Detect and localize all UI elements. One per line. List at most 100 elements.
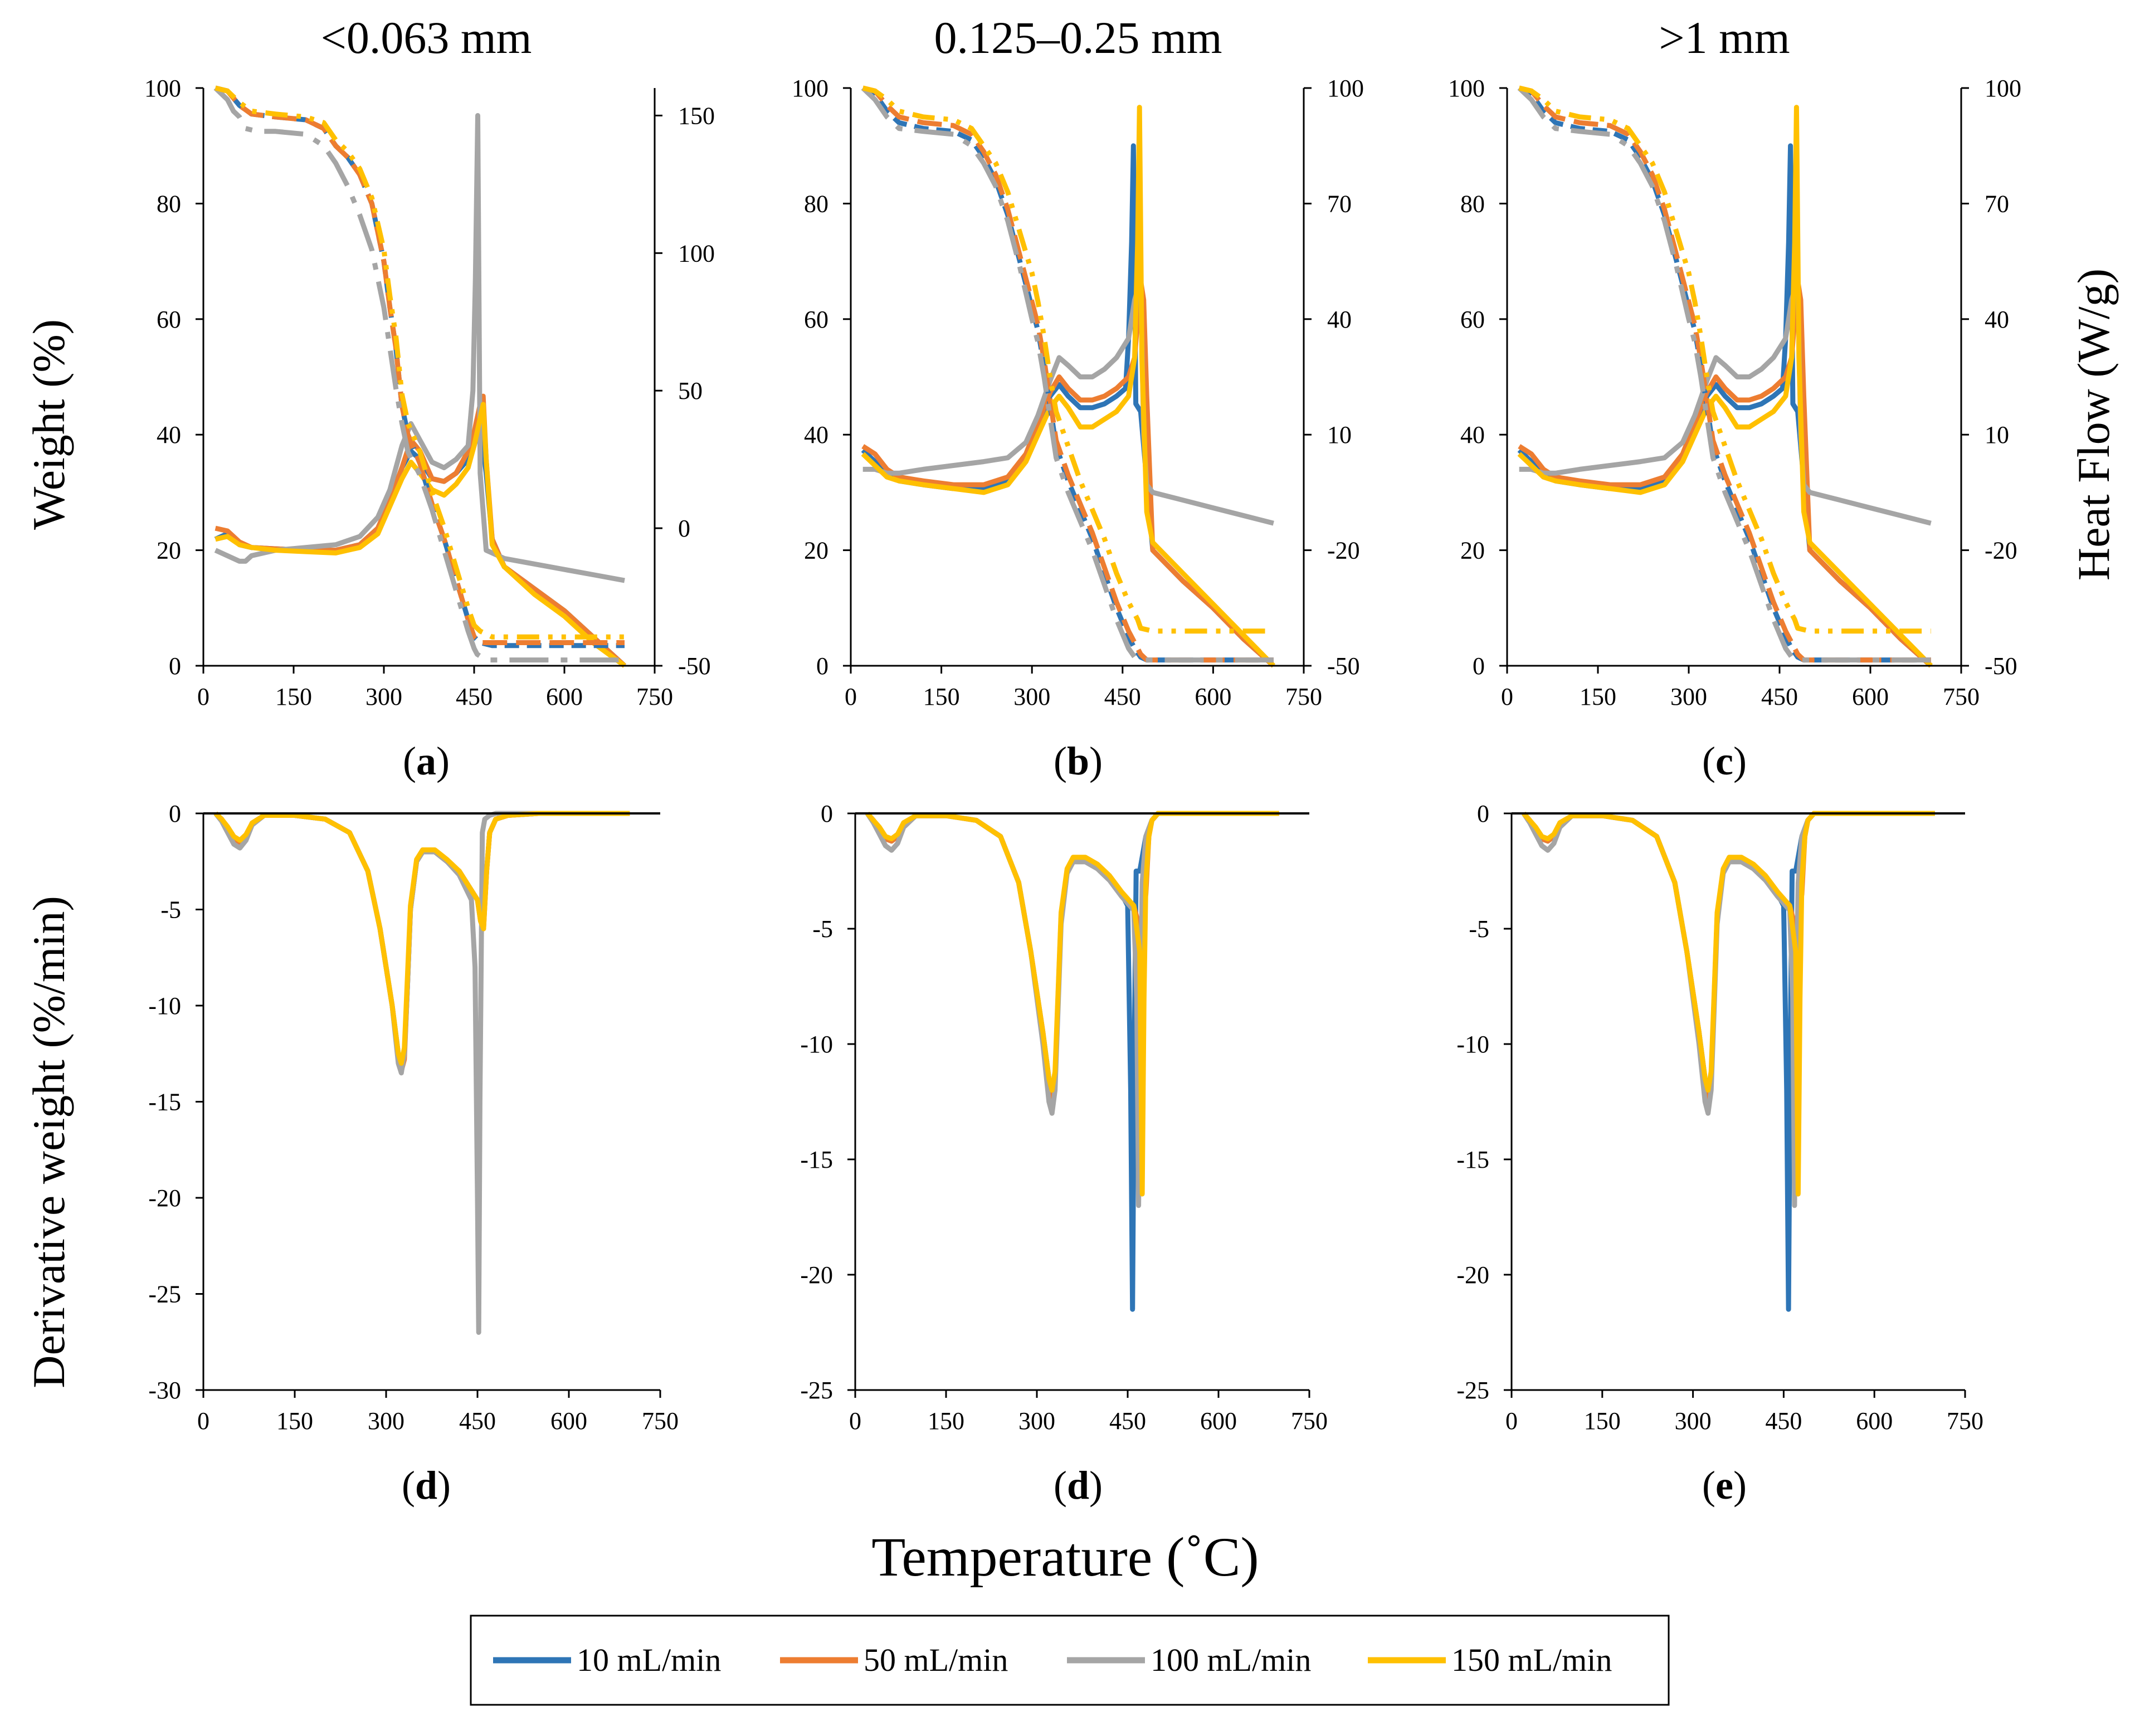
series-heat-flow-c-100-ml-min (1519, 278, 1932, 526)
x-tick-label: 600 (550, 1407, 587, 1435)
x-tick-label: 0 (1501, 683, 1513, 710)
x-tick-label: 300 (1013, 683, 1050, 710)
panel-label-c: (c) (1702, 739, 1747, 783)
y-tick-label: -15 (800, 1146, 833, 1173)
series-heat-flow-c-50-ml-min (1518, 278, 1933, 668)
y-tick-label: 80 (804, 190, 828, 217)
series-weight-a-150-ml-min (215, 85, 625, 640)
legend-label-50: 50 mL/min (864, 1642, 1008, 1678)
y-tick-label: 80 (157, 190, 181, 217)
series-heat-flow-b-150-ml-min (861, 105, 1276, 668)
y2-tick-label: -50 (678, 652, 711, 680)
y2-tick-label: 50 (678, 377, 703, 404)
y-tick-label: 60 (157, 306, 181, 333)
derivative-weight-axis-title: Derivative weight (%/min) (23, 896, 74, 1388)
x-tick-label: 450 (1761, 683, 1798, 710)
panel-label-d2: (d) (1054, 1463, 1103, 1508)
y-tick-label: 100 (792, 75, 828, 102)
y2-tick-label: 40 (1327, 306, 1352, 333)
legend-label-10: 10 mL/min (577, 1642, 721, 1678)
y-tick-label: -20 (800, 1261, 833, 1289)
y-tick-label: 40 (1460, 421, 1485, 448)
x-tick-label: 600 (1200, 1407, 1237, 1435)
y-tick-label: -20 (1456, 1261, 1489, 1289)
series-heat-flow-a-150-ml-min (215, 402, 626, 668)
series-weight-b-150-ml-min (862, 85, 1274, 634)
x-tick-label: 150 (1584, 1407, 1621, 1435)
y-tick-label: -25 (148, 1281, 181, 1308)
x-tick-label: 0 (1505, 1407, 1518, 1435)
x-tick-label: 150 (275, 683, 312, 710)
chart-panel-c: 0 150 300 450 600 750 0 20 40 60 80 100 -50 -20 10 40 70… (1448, 75, 2021, 710)
panel-b-letter: b (1067, 739, 1089, 783)
x-tick-label: 600 (1856, 1407, 1893, 1435)
panel-label-e: (e) (1702, 1463, 1747, 1508)
x-tick-label: 750 (1943, 683, 1980, 710)
y2-tick-label: 10 (1327, 421, 1352, 448)
y-tick-label: 20 (804, 537, 828, 564)
y2-tick-label: 100 (678, 240, 715, 267)
series-derivative-d1-150-ml-min (213, 811, 630, 1066)
y-tick-label: 0 (1477, 800, 1489, 827)
y2-tick-label: -50 (1985, 652, 2017, 680)
series-heat-flow-c-150-ml-min (1517, 105, 1933, 668)
column-title-3: >1 mm (1659, 12, 1790, 63)
x-tick-label: 0 (845, 683, 857, 710)
y2-tick-label: -50 (1327, 652, 1360, 680)
x-tick-label: 600 (546, 683, 583, 710)
chart-panel-e: 0 150 300 450 600 750 -25 -20 -15 -10 -5 0 (1456, 800, 1983, 1435)
x-tick-label: 150 (923, 683, 960, 710)
column-title-2: 0.125–0.25 mm (934, 12, 1222, 63)
y-tick-label: 80 (1460, 190, 1485, 217)
series-heat-flow-b-100-ml-min (862, 278, 1274, 526)
legend: 10 mL/min 50 mL/min 100 mL/min 150 mL/mi… (470, 1615, 1670, 1706)
chart-panel-d2: 0 150 300 450 600 750 -25 -20 -15 -10 -5 0 (800, 800, 1328, 1435)
y-tick-label: 20 (157, 537, 181, 564)
column-title-1: <0.063 mm (321, 12, 532, 63)
x-tick-label: 450 (1765, 1407, 1802, 1435)
y-tick-label: -15 (148, 1089, 181, 1116)
y-tick-label: -5 (1469, 915, 1489, 943)
series-heat-flow-b-50-ml-min (861, 278, 1275, 668)
y-tick-label: -10 (1456, 1031, 1489, 1058)
legend-label-150: 150 mL/min (1451, 1642, 1612, 1678)
x-tick-label: 300 (1670, 683, 1707, 710)
y-tick-label: 0 (821, 800, 833, 827)
x-tick-label: 450 (456, 683, 493, 710)
x-tick-label: 750 (1947, 1407, 1983, 1435)
series-derivative-d2-150-ml-min (865, 811, 1279, 1197)
series-weight-a-100-ml-min (213, 86, 625, 663)
axes-frame-a (202, 88, 656, 667)
axes-frame-b (850, 88, 1305, 667)
y-tick-label: -20 (148, 1184, 181, 1212)
x-tick-label: 150 (1580, 683, 1616, 710)
x-tick-label: 150 (928, 1407, 964, 1435)
y-tick-label: 60 (1460, 306, 1485, 333)
chart-panel-d1: 0 150 300 450 600 750 -30 -25 -20 -15 -10 -5 0 (148, 800, 679, 1435)
y2-tick-label: 70 (1327, 190, 1352, 217)
y-tick-label: 20 (1460, 537, 1485, 564)
x-tick-label: 750 (642, 1407, 679, 1435)
y-tick-label: 40 (804, 421, 828, 448)
y-tick-label: -30 (148, 1377, 181, 1404)
x-tick-label: 450 (1104, 683, 1141, 710)
x-tick-label: 300 (365, 683, 402, 710)
y-tick-label: -15 (1456, 1146, 1489, 1173)
series-derivative-e-150-ml-min (1522, 811, 1935, 1197)
y2-tick-label: 100 (1985, 75, 2021, 102)
y2-tick-label: 40 (1985, 306, 2009, 333)
legend-label-100: 100 mL/min (1151, 1642, 1311, 1678)
x-tick-label: 750 (1291, 1407, 1328, 1435)
x-tick-label: 300 (1675, 1407, 1712, 1435)
y2-tick-label: 0 (678, 515, 690, 542)
x-tick-label: 300 (368, 1407, 404, 1435)
y-tick-label: 0 (169, 652, 181, 680)
y2-tick-label: 100 (1327, 75, 1364, 102)
x-tick-label: 0 (849, 1407, 861, 1435)
x-tick-label: 450 (459, 1407, 496, 1435)
panel-label-b: (b) (1054, 739, 1103, 783)
series-weight-c-150-ml-min (1518, 85, 1931, 634)
panel-label-d1: (d) (402, 1463, 451, 1508)
y-tick-label: -10 (148, 992, 181, 1020)
